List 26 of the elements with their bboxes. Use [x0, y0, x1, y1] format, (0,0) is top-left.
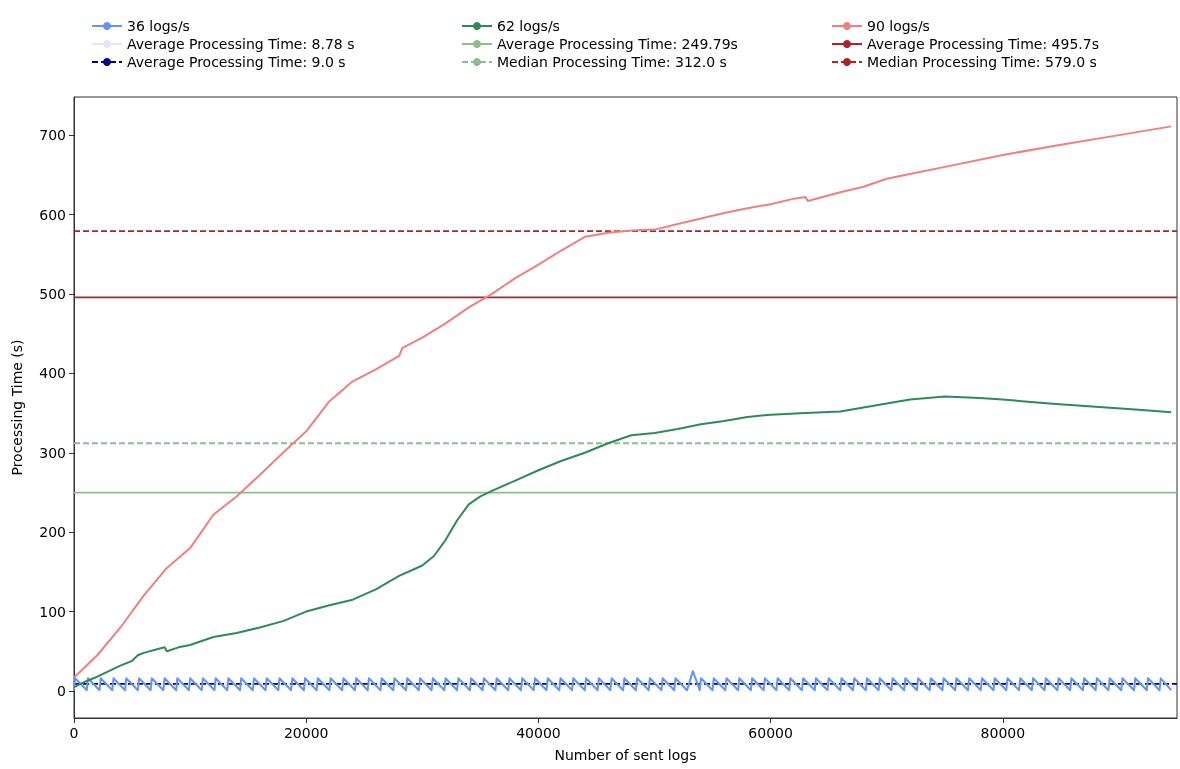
line-series — [73, 395, 1173, 689]
x-tick-label: 0 — [69, 725, 79, 741]
y-tick-label: 400 — [39, 365, 66, 382]
x-axis-title: Number of sent logs — [554, 747, 697, 763]
y-tick-label: 700 — [39, 127, 66, 144]
y-tick-label: 0 — [57, 683, 66, 699]
legend-label: 62 logs/s — [497, 18, 560, 34]
y-axis-title: Processing Time (s) — [9, 339, 25, 476]
legend-label: 90 logs/s — [867, 18, 930, 34]
line-series — [73, 125, 1173, 679]
legend-label: Average Processing Time: 495.7s — [867, 36, 1099, 52]
legend-label: Median Processing Time: 312.0 s — [497, 54, 727, 70]
legend-label: Median Processing Time: 579.0 s — [867, 54, 1097, 70]
x-tick-label: 60000 — [748, 725, 793, 741]
y-tick-label: 300 — [39, 444, 66, 461]
y-tick-label: 100 — [39, 603, 66, 620]
y-tick-label: 600 — [39, 206, 66, 223]
x-tick-label: 40000 — [516, 725, 561, 741]
legend-label: 36 logs/s — [127, 18, 190, 34]
y-tick-label: 200 — [39, 524, 66, 541]
legend-label: Average Processing Time: 9.0 s — [127, 54, 346, 70]
x-tick-label: 80000 — [980, 725, 1026, 741]
x-tick-label: 20000 — [283, 725, 329, 741]
legend-label: Average Processing Time: 8.78 s — [127, 36, 355, 52]
y-tick-label: 500 — [39, 285, 66, 302]
legend-label: Average Processing Time: 249.79s — [497, 36, 738, 52]
